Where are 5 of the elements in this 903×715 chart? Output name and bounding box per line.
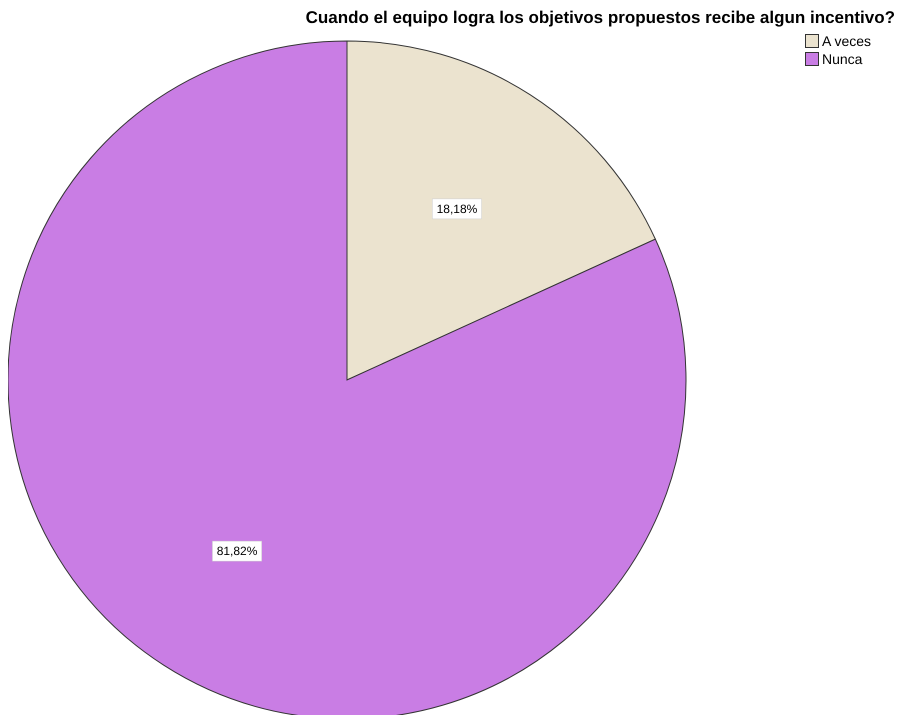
legend-label: Nunca [822,51,862,67]
data-label: 18,18% [436,202,478,216]
data-label: 81,82% [216,544,258,558]
chart-title: Cuando el equipo logra los objetivos propuestos recibe algun incentivo? [304,8,895,28]
legend-label: A veces [822,33,872,49]
